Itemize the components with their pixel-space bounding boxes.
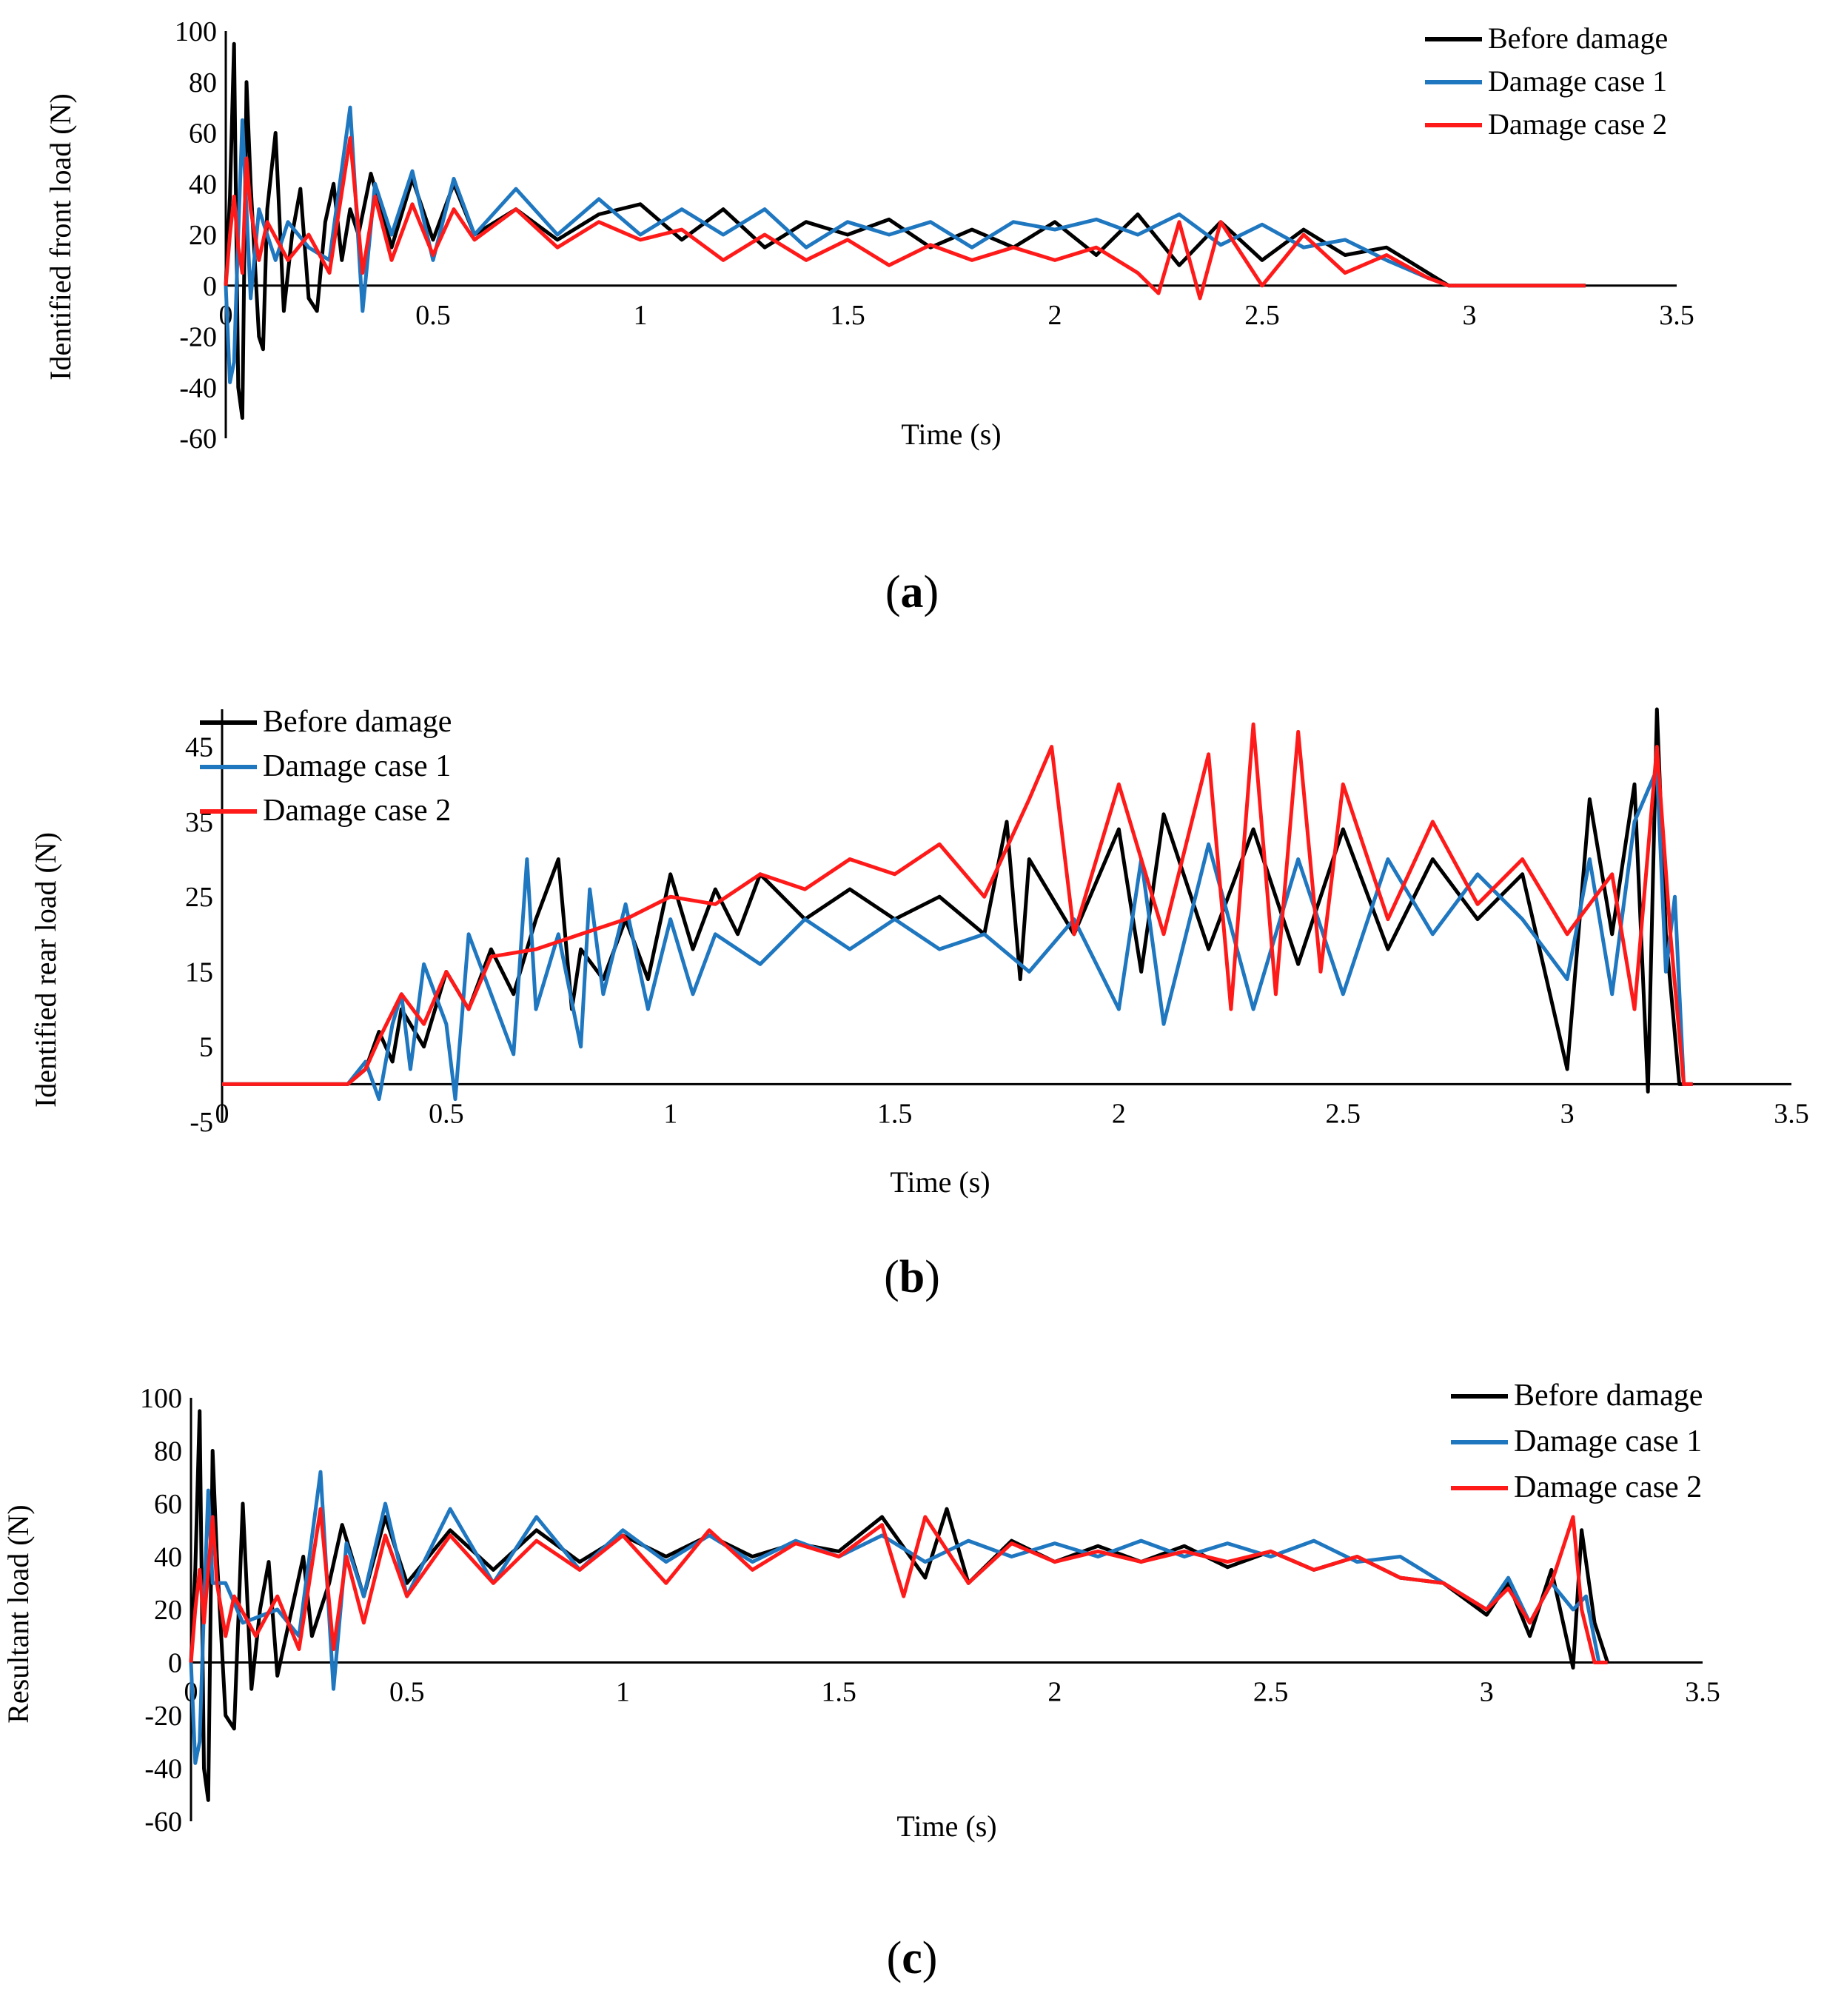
x-tick-label: 1.5 xyxy=(821,1677,856,1708)
y-tick-label: -60 xyxy=(144,1806,182,1838)
y-tick-label: 80 xyxy=(189,67,217,98)
y-tick-label: -40 xyxy=(144,1754,182,1785)
series-line-damage-case-2 xyxy=(224,135,1586,301)
y-tick-label: -20 xyxy=(179,322,217,353)
x-tick-label: 2.5 xyxy=(1244,300,1280,331)
x-tick-label: 2.5 xyxy=(1326,1098,1361,1129)
series-line-before-damage xyxy=(189,1409,1609,1802)
x-tick-label: 3.5 xyxy=(1685,1677,1720,1708)
y-tick-label: 80 xyxy=(154,1436,182,1467)
x-tick-label: 1 xyxy=(663,1098,677,1129)
legend-label: Damage case 1 xyxy=(263,749,451,783)
legend-label: Before damage xyxy=(1488,21,1668,55)
x-tick-label: 1.5 xyxy=(877,1098,913,1129)
x-tick-label: 0.5 xyxy=(415,300,451,331)
y-tick-label: 40 xyxy=(154,1542,182,1573)
x-tick-label: 3 xyxy=(1480,1677,1494,1708)
x-axis-label: Time (s) xyxy=(901,418,1001,451)
legend-label: Before damage xyxy=(1514,1379,1703,1413)
y-tick-label: 60 xyxy=(154,1489,182,1520)
y-tick-label: 20 xyxy=(154,1595,182,1626)
caption-b-close: ) xyxy=(925,1252,940,1302)
x-axis-label: Time (s) xyxy=(896,1809,996,1843)
y-tick-label: 45 xyxy=(185,732,213,763)
y-tick-label: 20 xyxy=(189,220,217,251)
y-tick-label: -60 xyxy=(179,423,217,455)
caption-b-open: ( xyxy=(884,1252,899,1302)
caption-a-close: ) xyxy=(923,567,939,617)
y-tick-label: 0 xyxy=(168,1648,182,1679)
legend-label: Damage case 2 xyxy=(1514,1470,1702,1504)
series-line-damage-case-2 xyxy=(222,722,1693,1086)
y-tick-label: 60 xyxy=(189,118,217,150)
caption-a-letter: a xyxy=(900,567,924,617)
x-tick-label: 3.5 xyxy=(1659,300,1694,331)
y-tick-label: -5 xyxy=(190,1107,213,1138)
chart-panel-c: -60 -40 -20 0 20 40 60 80 100 0 0.5 1 1.5 2 2.5 3 3.5 Tim… xyxy=(0,1362,1824,1881)
y-tick-label: -40 xyxy=(179,372,217,403)
x-axis-label: Time (s) xyxy=(890,1165,990,1199)
caption-c-letter: c xyxy=(902,1933,922,1983)
series-line-damage-case-1 xyxy=(189,1470,1608,1765)
caption-c: (c) xyxy=(0,1932,1824,1985)
legend-label: Damage case 2 xyxy=(1488,107,1667,141)
x-tick-label: 0 xyxy=(215,1098,229,1129)
caption-c-close: ) xyxy=(922,1933,938,1983)
caption-b-letter: b xyxy=(899,1252,925,1302)
x-tick-label: 3 xyxy=(1463,300,1477,331)
legend-label: Damage case 1 xyxy=(1514,1424,1702,1459)
x-tick-label: 1 xyxy=(634,300,648,331)
y-tick-label: 5 xyxy=(199,1032,213,1063)
chart-panel-b: -5 5 15 25 35 45 0 0.5 1 1.5 2 2.5 3 3.5 Time (s) Ident… xyxy=(0,689,1824,1251)
x-tick-label: 2 xyxy=(1048,300,1062,331)
series-line-damage-case-1 xyxy=(222,767,1693,1102)
caption-b: (b) xyxy=(0,1251,1824,1304)
x-tick-label: 3.5 xyxy=(1774,1098,1809,1129)
legend-label: Damage case 2 xyxy=(263,794,451,828)
x-tick-label: 1 xyxy=(616,1677,630,1708)
x-tick-label: 2 xyxy=(1112,1098,1126,1129)
series-line-damage-case-2 xyxy=(189,1507,1608,1664)
caption-c-open: ( xyxy=(886,1933,902,1983)
x-tick-label: 0.5 xyxy=(389,1677,425,1708)
y-axis-label: Identified front load (N) xyxy=(44,93,77,381)
y-axis-label: Identified rear load (N) xyxy=(29,832,62,1108)
y-tick-label: 25 xyxy=(185,882,213,913)
y-tick-label: 100 xyxy=(175,16,217,47)
caption-a-open: ( xyxy=(885,567,901,617)
y-tick-label: 40 xyxy=(189,169,217,200)
chart-panel-a: -60 -40 -20 0 20 40 60 80 100 0 0.5 1 1.5 2 2.5 3 3.5 Tim… xyxy=(0,0,1824,518)
caption-a: (a) xyxy=(0,566,1824,619)
y-tick-label: 0 xyxy=(203,271,217,302)
y-tick-label: 100 xyxy=(140,1383,182,1414)
x-tick-label: 1.5 xyxy=(830,300,865,331)
legend-label: Before damage xyxy=(263,705,452,739)
x-tick-label: 2.5 xyxy=(1253,1677,1289,1708)
y-tick-label: -20 xyxy=(144,1701,182,1732)
x-tick-label: 2 xyxy=(1047,1677,1062,1708)
y-axis-label: Resultant load (N) xyxy=(1,1504,35,1724)
x-tick-label: 3 xyxy=(1560,1098,1575,1129)
legend-label: Damage case 1 xyxy=(1488,64,1667,98)
x-tick-label: 0.5 xyxy=(429,1098,464,1129)
y-tick-label: 15 xyxy=(185,957,213,988)
